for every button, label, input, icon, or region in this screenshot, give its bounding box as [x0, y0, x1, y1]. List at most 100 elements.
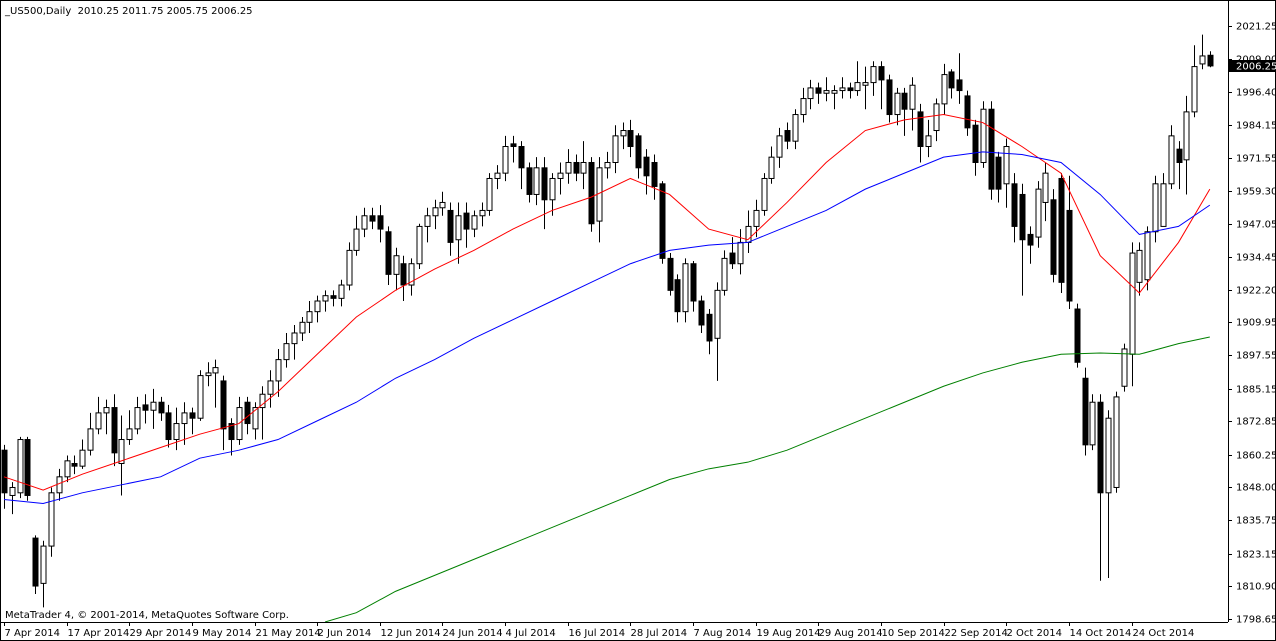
candle-body-down: [627, 130, 634, 148]
x-tick-label: 24 Oct 2014: [1133, 628, 1195, 639]
candle-body-up: [1089, 401, 1096, 446]
candle-body-down: [541, 167, 548, 201]
candle-body-down: [111, 407, 118, 454]
candle-body-up: [753, 209, 760, 227]
candle-body-up: [737, 241, 744, 265]
candle-body-up: [620, 130, 627, 137]
candle-body-up: [792, 114, 799, 142]
candle-body-up: [1191, 66, 1198, 113]
y-tick-label: 1798.65: [1236, 615, 1276, 626]
candle-body-up: [745, 225, 752, 243]
candle-body-down: [385, 231, 392, 275]
candle-body-down: [706, 313, 713, 342]
candle-body-up: [439, 201, 446, 209]
candle-body-up: [761, 177, 768, 211]
candle-body-up: [714, 289, 721, 339]
candle-body-up: [9, 486, 16, 496]
y-tick-label: 1823.15: [1236, 550, 1276, 561]
y-tick-label: 1885.15: [1236, 385, 1276, 396]
moving-average-line: [3, 151, 1211, 504]
candle-body-up: [17, 439, 24, 494]
candle-body-up: [839, 87, 846, 92]
candle-body-down: [588, 161, 595, 225]
moving-average-line: [324, 336, 1210, 622]
candle-body-down: [1082, 377, 1089, 446]
candle-body-up: [1183, 111, 1190, 161]
moving-average-line: [3, 114, 1211, 491]
candle-body-down: [1074, 308, 1081, 363]
x-tick-label: 12 Jun 2014: [381, 628, 441, 639]
y-tick-label: 1848.00: [1236, 483, 1276, 494]
candle-body-down: [189, 412, 196, 419]
x-tick-label: 19 Aug 2014: [757, 628, 821, 639]
candle-body-up: [126, 428, 133, 441]
candle-body-down: [1207, 54, 1214, 67]
x-tick-label: 7 Aug 2014: [694, 628, 752, 639]
candle-body-down: [158, 401, 165, 414]
candle-body-up: [549, 177, 556, 201]
candle-body-down: [228, 423, 235, 441]
candle-body-down: [1058, 177, 1065, 283]
candle-body-down: [518, 146, 525, 169]
candle-body-up: [212, 367, 219, 374]
x-tick-label: 16 Jul 2014: [569, 628, 626, 639]
candle-body-down: [886, 79, 893, 116]
y-tick-label: 1971.55: [1236, 154, 1276, 165]
candle-body-up: [353, 228, 360, 251]
candle-body-up: [56, 476, 63, 494]
x-tick-label: 4 Jul 2014: [506, 628, 556, 639]
candle-body-up: [64, 460, 71, 478]
candle-body-up: [275, 359, 282, 382]
candle-body-up: [306, 311, 313, 323]
candle-body-up: [1121, 348, 1128, 387]
x-tick-label: 17 Apr 2014: [68, 628, 130, 639]
candle-body-up: [1152, 183, 1159, 233]
candle-body-down: [165, 412, 172, 441]
candle-body-down: [964, 95, 971, 129]
candle-body-down: [667, 257, 674, 291]
y-tick-label: 1959.30: [1236, 187, 1276, 198]
x-tick-label: 21 May 2014: [256, 628, 321, 639]
candle-body-up: [980, 108, 987, 163]
candle-body-down: [142, 404, 149, 411]
candle-body-up: [181, 412, 188, 425]
y-tick-label: 1897.55: [1236, 351, 1276, 362]
chart-title: _US500,Daily 2010.25 2011.75 2005.75 200…: [4, 6, 253, 17]
candle-body-down: [369, 215, 376, 222]
candle-body-down: [330, 295, 337, 299]
candle-body-down: [956, 79, 963, 92]
last-price-label: 2006.25: [1236, 62, 1276, 73]
y-tick-label: 1872.85: [1236, 417, 1276, 428]
y-tick-label: 1860.25: [1236, 451, 1276, 462]
candle-body-down: [847, 87, 854, 92]
candle-body-up: [1113, 396, 1120, 488]
candle-body-up: [486, 177, 493, 211]
candle-body-up: [40, 545, 47, 584]
candle-body-down: [784, 130, 791, 142]
candle-body-up: [1168, 135, 1175, 185]
candle-body-up: [408, 263, 415, 286]
y-tick-label: 1810.90: [1236, 582, 1276, 593]
candle-body-down: [1, 449, 8, 494]
candle-body-up: [533, 167, 540, 195]
candle-body-up: [471, 215, 478, 230]
x-tick-label: 10 Sep 2014: [882, 628, 945, 639]
candle-body-up: [682, 263, 689, 313]
candle-body-down: [400, 263, 407, 286]
candle-body-down: [643, 156, 650, 177]
x-tick-label: 9 May 2014: [193, 628, 252, 639]
candle-body-up: [1105, 417, 1112, 494]
candle-body-up: [612, 135, 619, 163]
candle-body-up: [299, 321, 306, 334]
y-tick-label: 2021.25: [1236, 22, 1276, 33]
candle-body-up: [721, 257, 728, 291]
candle-body-up: [416, 225, 423, 265]
candle-body-up: [1035, 188, 1042, 238]
y-tick-label: 1922.20: [1236, 286, 1276, 297]
x-tick-label: 14 Oct 2014: [1070, 628, 1132, 639]
x-tick-label: 29 Aug 2014: [819, 628, 883, 639]
candle-body-down: [24, 439, 31, 496]
x-tick-label: 22 Sep 2014: [945, 628, 1008, 639]
